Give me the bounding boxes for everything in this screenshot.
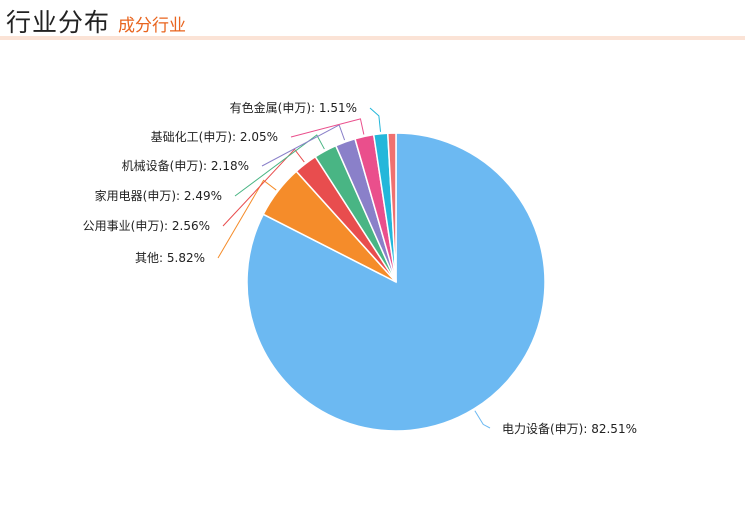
section-subtitle[interactable]: 成分行业 (118, 16, 186, 36)
slice-label-5: 基础化工(申万): 2.05% (151, 130, 278, 144)
slice-label-1: 其他: 5.82% (135, 251, 205, 265)
leader-line-0 (474, 410, 491, 429)
section-header: 行业分布 成分行业 (0, 0, 745, 40)
pie-slice-7[interactable] (386, 132, 397, 283)
leader-line-4 (261, 124, 346, 167)
leader-line-2 (222, 148, 305, 227)
slice-label-3: 家用电器(申万): 2.49% (95, 188, 222, 203)
leader-line-3 (234, 134, 325, 197)
slice-label-2: 公用事业(申万): 2.56% (83, 219, 210, 233)
leader-line-1 (217, 179, 277, 259)
slice-label-0: 电力设备(申万): 82.51% (502, 422, 637, 436)
leader-line-5 (290, 118, 365, 138)
slice-label-4: 机械设备(申万): 2.18% (122, 158, 249, 173)
page-title: 行业分布 (6, 8, 111, 37)
slice-label-6: 有色金属(申万): 1.51% (230, 100, 357, 115)
leader-line-6 (369, 107, 382, 132)
